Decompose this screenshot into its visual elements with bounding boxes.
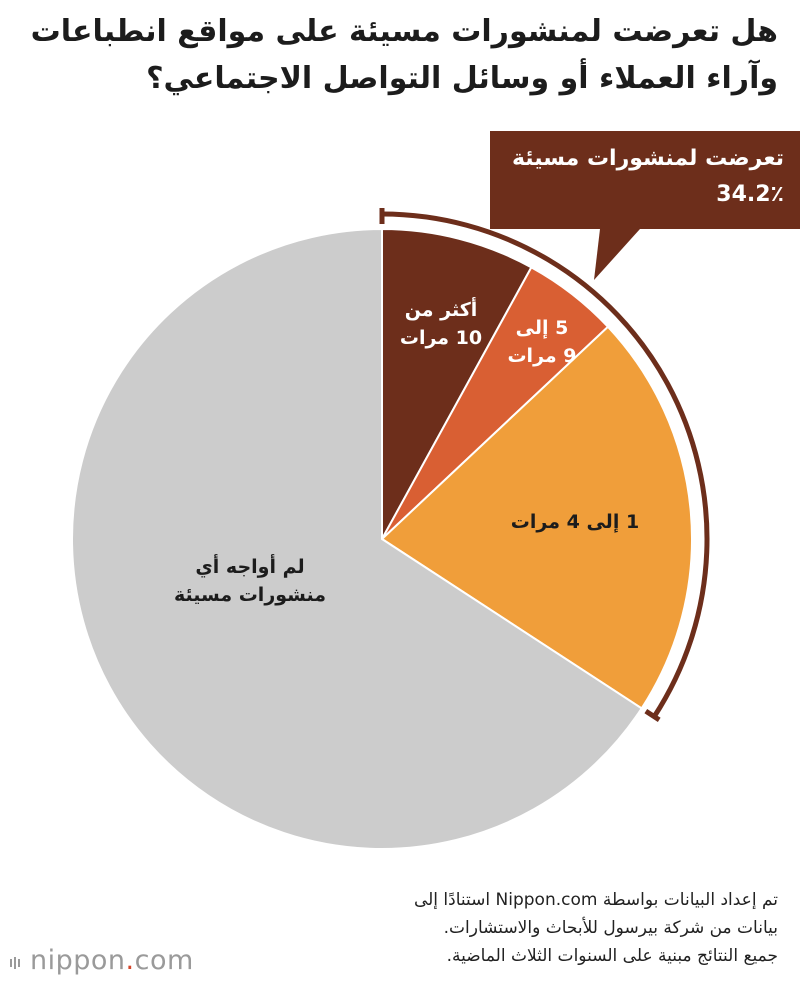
- pie-slice-more-than-10: [381, 227, 533, 540]
- slice-label-more-than-10: أكثر من 10 مرات: [386, 296, 496, 352]
- slice-label-never-line-2: منشورات مسيئة: [173, 584, 327, 606]
- slice-label-never-line-1: لم أواجه أي: [195, 556, 305, 578]
- pie-slice-never: [71, 227, 644, 850]
- slice-label-5-to-9-line-2: 9 مرات: [507, 345, 577, 367]
- nippon-logo: nippon.com: [10, 945, 194, 977]
- exposed-callout: تعرضت لمنشورات مسيئة 34.2٪: [490, 131, 800, 229]
- callout-pointer: [594, 229, 640, 280]
- logo-suffix: com: [134, 945, 194, 976]
- chart-title-line-2: وآراء العملاء أو وسائل التواصل الاجتماعي…: [146, 61, 778, 96]
- source-note-line-2: بيانات من شركة بيرسول للأبحاث والاستشارا…: [443, 918, 778, 938]
- slice-label-more-than-10-line-1: أكثر من: [404, 299, 478, 321]
- logo-dot: .: [125, 945, 135, 976]
- slice-label-5-to-9: 5 إلى 9 مرات: [497, 314, 587, 370]
- slice-label-1-to-4-line-1: 1 إلى 4 مرات: [510, 511, 640, 533]
- callout-label: تعرضت لمنشورات مسيئة: [511, 146, 784, 171]
- callout-value: 34.2٪: [716, 182, 784, 207]
- callout-box: [490, 131, 800, 229]
- source-note: تم إعداد البيانات بواسطة Nippon.com استن…: [414, 886, 778, 970]
- logo-bars-icon: [10, 946, 22, 977]
- source-note-line-1: تم إعداد البيانات بواسطة Nippon.com استن…: [413, 890, 778, 910]
- exposed-bracket-end-tick: [644, 709, 661, 722]
- source-note-line-3: جميع النتائج مبنية على السنوات الثلاث ال…: [446, 946, 778, 966]
- slice-label-never: لم أواجه أي منشورات مسيئة: [160, 553, 340, 609]
- slice-label-5-to-9-line-1: 5 إلى: [515, 317, 569, 339]
- slice-label-1-to-4: 1 إلى 4 مرات: [475, 508, 675, 536]
- pie-slice-1-to-4: [380, 325, 693, 710]
- chart-title: هل تعرضت لمنشورات مسيئة على مواقع انطباع…: [18, 8, 778, 102]
- chart-title-line-1: هل تعرضت لمنشورات مسيئة على مواقع انطباع…: [30, 14, 778, 49]
- logo-name: nippon: [30, 945, 126, 976]
- slice-label-more-than-10-line-2: 10 مرات: [399, 327, 483, 349]
- exposed-bracket-arc: [381, 211, 710, 718]
